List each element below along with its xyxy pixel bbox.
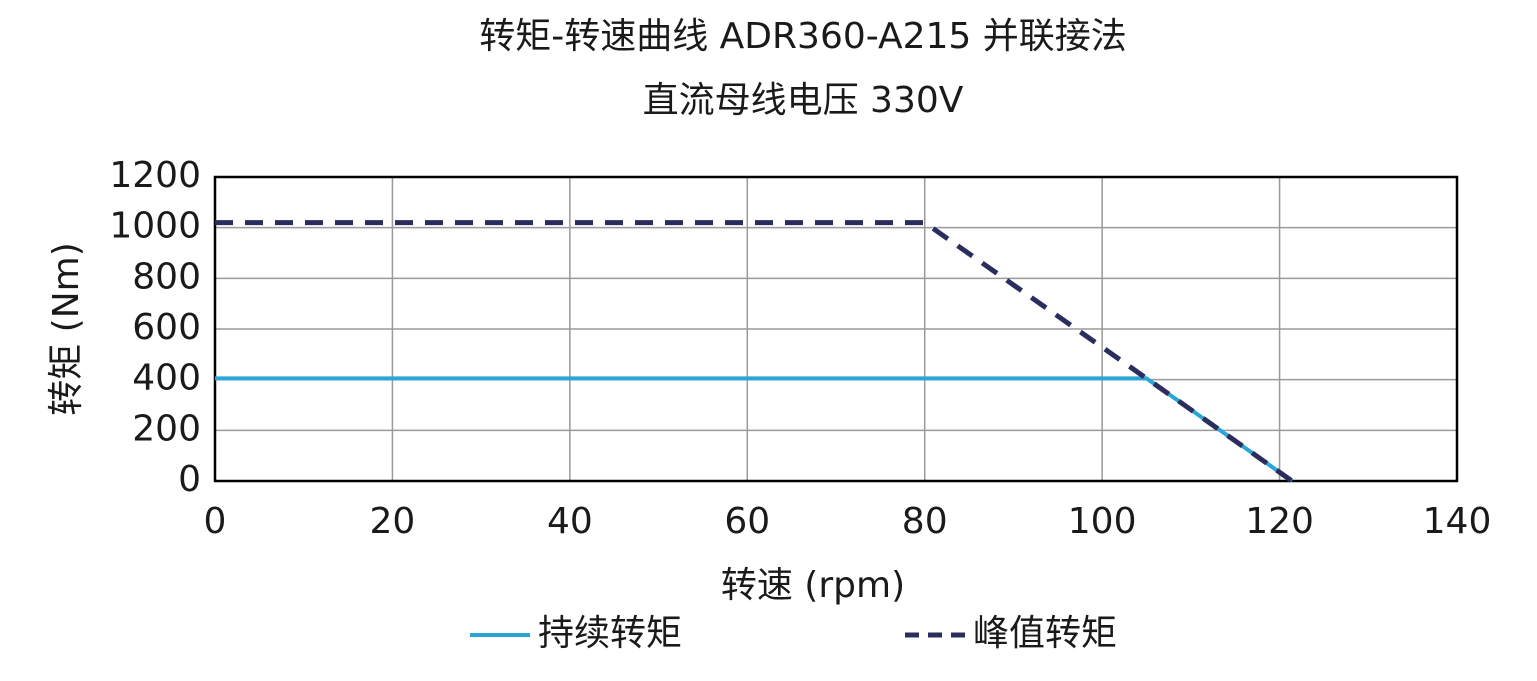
y-tick-label: 1000 <box>109 206 201 247</box>
legend-label: 持续转矩 <box>538 613 682 654</box>
y-tick-label: 800 <box>132 256 201 297</box>
chart-subtitle: 直流母线电压 330V <box>643 80 964 121</box>
x-tick-label: 40 <box>547 501 593 542</box>
data-line <box>215 376 1294 483</box>
chart-title: 转矩-转速曲线 ADR360-A215 并联接法 <box>479 16 1127 57</box>
x-tick-label: 100 <box>1068 501 1137 542</box>
legend-label: 峰值转矩 <box>973 613 1117 654</box>
data-line <box>215 220 1294 484</box>
x-tick-label: 60 <box>724 501 770 542</box>
x-tick-label: 80 <box>902 501 948 542</box>
y-tick-label: 600 <box>132 307 201 348</box>
y-axis-label: 转矩 (Nm) <box>46 242 87 416</box>
x-tick-label: 20 <box>370 501 416 542</box>
y-tick-label: 400 <box>132 358 201 399</box>
y-tick-label: 0 <box>178 459 201 500</box>
x-tick-label: 120 <box>1245 501 1314 542</box>
plot-frame <box>213 175 1459 483</box>
y-tick-label: 1200 <box>109 155 201 196</box>
y-tick-label: 200 <box>132 408 201 449</box>
x-axis-label: 转速 (rpm) <box>721 565 905 606</box>
x-tick-label: 0 <box>204 501 227 542</box>
x-tick-label: 140 <box>1423 501 1492 542</box>
